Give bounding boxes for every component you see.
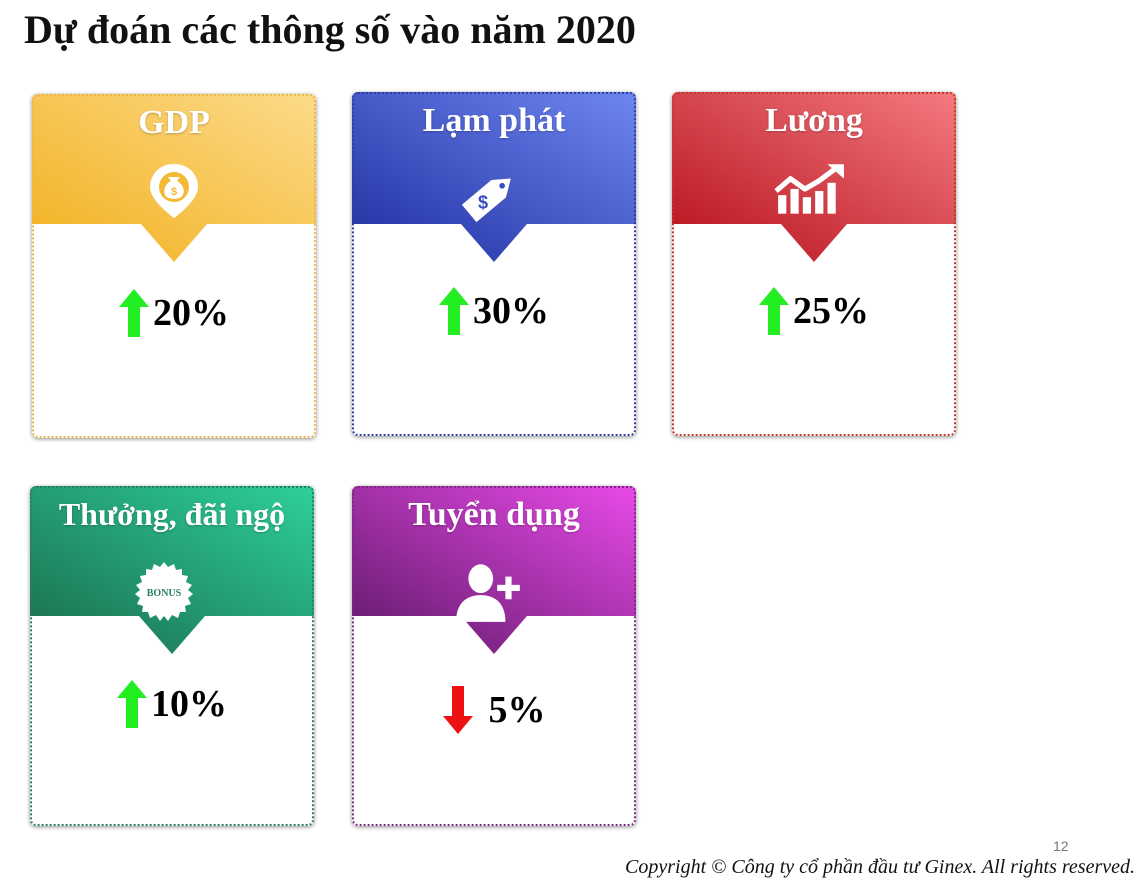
card-label-recruitment: Tuyển dụng xyxy=(408,496,580,533)
stat-value-recruitment: 5% xyxy=(488,689,546,731)
card-header-recruitment xyxy=(352,486,636,654)
stat-salary: 25% xyxy=(672,287,956,335)
card-inflation: Lạm phát $ 30% xyxy=(352,92,636,436)
bonus-badge-text: BONUS xyxy=(147,588,182,599)
card-bonus: Thưởng, đãi ngộ BONUS 10% xyxy=(30,486,314,826)
stat-recruitment: 5% xyxy=(352,686,636,734)
card-gdp: GDP $ 20% xyxy=(32,94,316,438)
add-user-icon xyxy=(456,564,520,622)
stat-value-gdp: 20% xyxy=(153,292,229,334)
card-header-inflation xyxy=(352,92,636,262)
card-salary: Lương 25% xyxy=(672,92,956,436)
card-label-bonus: Thưởng, đãi ngộ xyxy=(58,496,286,532)
stat-inflation: 30% xyxy=(352,287,636,335)
stat-gdp: 20% xyxy=(32,289,316,337)
card-header-salary xyxy=(672,92,956,262)
stat-bonus: 10% xyxy=(30,680,314,728)
growth-chart-icon xyxy=(774,164,844,214)
price-tag-dollar-icon: $ xyxy=(461,178,511,223)
svg-text:$: $ xyxy=(171,186,177,198)
page-number: 12 xyxy=(1053,838,1069,854)
card-label-gdp: GDP xyxy=(138,104,210,141)
up-arrow-icon xyxy=(119,289,149,337)
card-label-inflation: Lạm phát xyxy=(422,102,566,139)
money-bag-pin-icon: $ xyxy=(150,164,198,218)
card-label-salary: Lương xyxy=(765,102,863,139)
bonus-badge-icon: BONUS xyxy=(135,562,193,621)
card-recruitment: Tuyển dụng 5% xyxy=(352,486,636,826)
down-arrow-icon xyxy=(442,686,473,734)
up-arrow-icon xyxy=(439,287,469,335)
stat-value-inflation: 30% xyxy=(473,290,549,332)
stat-value-salary: 25% xyxy=(793,290,869,332)
svg-text:$: $ xyxy=(478,193,488,213)
up-arrow-icon xyxy=(759,287,789,335)
copyright-footer: Copyright © Công ty cổ phần đầu tư Ginex… xyxy=(625,856,1135,878)
page-title: Dự đoán các thông số vào năm 2020 xyxy=(24,7,636,52)
up-arrow-icon xyxy=(117,680,147,728)
stat-value-bonus: 10% xyxy=(151,683,227,725)
